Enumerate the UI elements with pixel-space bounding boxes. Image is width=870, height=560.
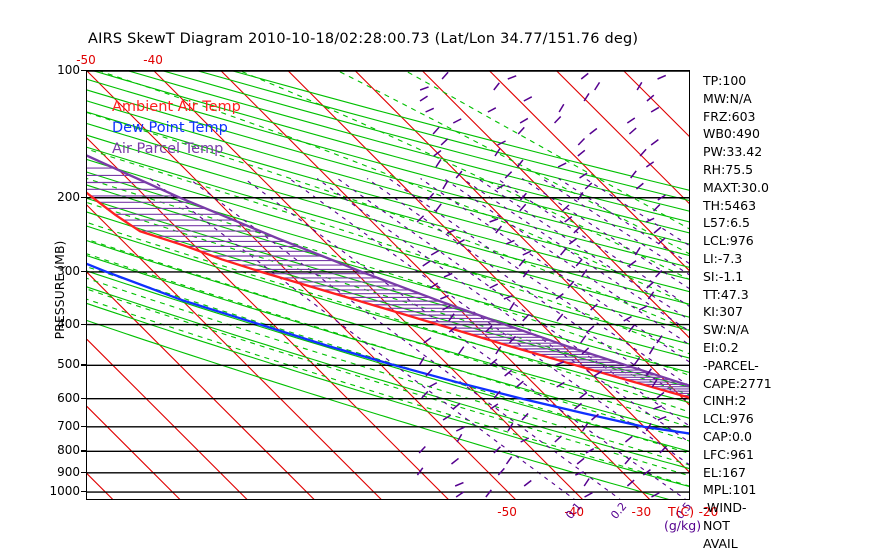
- index-line: MAXT:30.0: [703, 179, 769, 195]
- pressure-tick-mark: [81, 450, 86, 452]
- pressure-tick-mark: [81, 397, 86, 400]
- bottom-temp-tick: -30: [631, 505, 652, 519]
- sounding-indices-panel: TP:100 MW:N/A FRZ:603 WB0:490 PW:33.42 RH:75.…: [703, 72, 863, 553]
- pressure-tick: 600: [57, 390, 80, 405]
- pressure-tick: 800: [57, 443, 80, 458]
- index-line: FRZ:603: [703, 108, 756, 124]
- pressure-tick-mark: [81, 70, 86, 72]
- index-line: TT:47.3: [703, 286, 749, 302]
- index-line: L57:6.5: [703, 215, 750, 231]
- legend-label-0: Ambient Air Temp: [112, 99, 241, 115]
- index-line: MPL:101: [703, 482, 757, 498]
- index-line: PW:33.42: [703, 144, 763, 160]
- mixing-ratio-axis-label: (g/kg): [664, 518, 702, 533]
- index-line: NOT: [703, 517, 730, 533]
- index-line: TH:5463: [703, 197, 757, 213]
- index-line: TP:100: [703, 73, 747, 88]
- page-title: AIRS SkewT Diagram 2010-10-18/02:28:00.7…: [88, 31, 639, 47]
- index-line: RH:75.5: [703, 161, 754, 177]
- pressure-tick: 400: [57, 316, 80, 331]
- pressure-tick: 300: [57, 263, 80, 278]
- index-line: LI:-7.3: [703, 250, 743, 266]
- pressure-tick: 500: [57, 357, 80, 372]
- legend-label-1: Dew Point Temp: [112, 120, 228, 136]
- index-line: KI:307: [703, 304, 743, 320]
- top-temp-tick: -50: [76, 53, 96, 67]
- index-line: CAPE:2771: [703, 375, 772, 391]
- legend-label-2: Air Parcel Temp: [112, 141, 224, 157]
- index-line: LCL:976: [703, 233, 754, 249]
- pressure-tick-mark: [81, 270, 86, 273]
- index-line: AVAIL: [703, 535, 738, 551]
- index-line: SI:-1.1: [703, 268, 744, 284]
- pressure-tick-mark: [81, 364, 86, 366]
- y-axis-label: PRESSURE (MB): [51, 240, 67, 340]
- index-line: MW:N/A: [703, 90, 752, 106]
- index-line: LCL:976: [703, 411, 754, 427]
- skewt-plot-svg: [87, 71, 689, 499]
- plot-area: [86, 70, 690, 500]
- pressure-tick: 900: [57, 464, 80, 479]
- index-line: LFC:961: [703, 446, 754, 462]
- top-temp-tick: -40: [143, 53, 163, 67]
- pressure-tick-mark: [81, 425, 86, 428]
- index-line: CAP:0.0: [703, 428, 752, 444]
- index-line: EI:0.2: [703, 339, 739, 355]
- temperature-axis-label: T(C): [668, 504, 695, 519]
- pressure-tick: 700: [57, 418, 80, 433]
- index-line: -PARCEL-: [703, 357, 759, 373]
- pressure-tick: 100: [57, 63, 80, 77]
- mixing-ratio-tick: 0.2: [608, 499, 630, 522]
- pressure-tick-mark: [81, 471, 86, 474]
- pressure-tick: 200: [57, 189, 80, 204]
- bottom-temp-tick: -20: [698, 505, 719, 519]
- index-line: EL:167: [703, 464, 746, 480]
- pressure-tick-mark: [81, 196, 86, 199]
- index-line: SW:N/A: [703, 322, 749, 338]
- pressure-tick-mark: [81, 491, 86, 493]
- index-line: WB0:490: [703, 126, 760, 142]
- bottom-temp-tick: -40: [564, 505, 584, 519]
- pressure-tick-mark: [81, 323, 86, 325]
- bottom-temp-tick: -50: [497, 505, 517, 519]
- pressure-tick: 1000: [49, 484, 80, 499]
- index-line: CINH:2: [703, 393, 747, 409]
- index-line: -WIND-: [703, 500, 747, 516]
